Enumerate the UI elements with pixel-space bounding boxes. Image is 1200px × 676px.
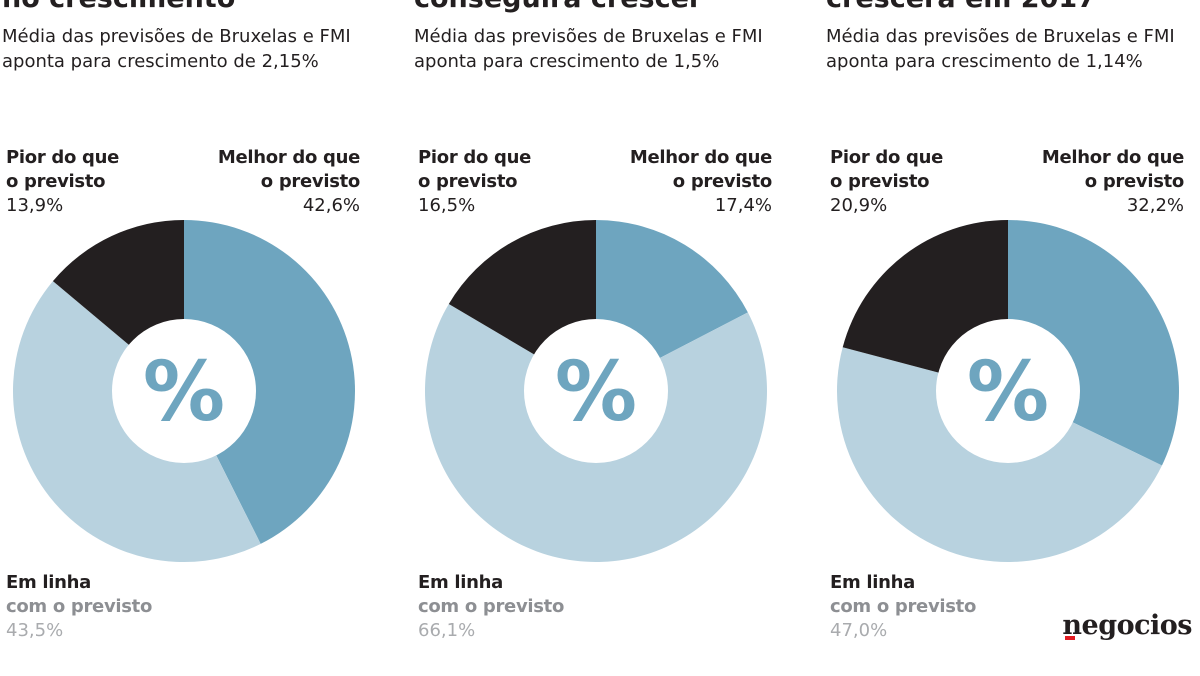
worse-value: 20,9% (830, 195, 888, 216)
inline-label-line1: Em linha (830, 572, 916, 593)
percent-symbol: % (143, 345, 225, 440)
better-value: 32,2% (1126, 195, 1184, 216)
donut-chart: % (836, 220, 1180, 563)
worse-value: 16,5% (418, 195, 476, 216)
worse-label-line1: Pior do que (830, 147, 943, 168)
inline-label: Em linha com o previsto 43,5% (6, 571, 152, 643)
donut-hole (936, 319, 1080, 463)
inline-value: 47,0% (830, 620, 888, 641)
inline-label-line1: Em linha (6, 572, 92, 593)
better-label: Melhor do que o previsto 17,4% (630, 146, 772, 218)
better-label: Melhor do que o previsto 32,2% (1042, 146, 1184, 218)
chart-subtitle: Média das previsões de Bruxelas e FMI ap… (2, 26, 351, 72)
better-label-line2: o previsto (1084, 171, 1185, 192)
better-label-line2: o previsto (672, 171, 773, 192)
better-label-line1: Melhor do que (629, 147, 772, 168)
better-label-line1: Melhor do que (1041, 147, 1184, 168)
donut-hole (112, 319, 256, 463)
percent-symbol: % (967, 345, 1049, 440)
slice-better (184, 220, 356, 544)
chart-panel-3: crescerá em 2017 Média das previsões de … (826, 0, 1200, 676)
donut-chart: % (424, 220, 767, 562)
donut-hole (524, 319, 668, 463)
percent-symbol: % (555, 345, 637, 440)
chart-panel-1: no crescimento Média das previsões de Br… (2, 0, 382, 676)
better-label: Melhor do que o previsto 42,6% (218, 146, 360, 218)
worse-value: 13,9% (6, 195, 64, 216)
inline-value: 43,5% (6, 620, 64, 641)
inline-label: Em linha com o previsto 66,1% (418, 571, 564, 643)
inline-label-line2: com o previsto (830, 596, 977, 617)
better-value: 42,6% (302, 195, 360, 216)
worse-label-line2: o previsto (6, 171, 106, 192)
chart-title: no crescimento (2, 0, 235, 14)
inline-label-line1: Em linha (418, 572, 504, 593)
better-label-line1: Melhor do que (217, 147, 360, 168)
chart-title: crescerá em 2017 (826, 0, 1096, 14)
worse-label: Pior do que o previsto 16,5% (418, 146, 531, 218)
inline-value: 66,1% (418, 620, 476, 641)
worse-label-line2: o previsto (418, 171, 518, 192)
worse-label: Pior do que o previsto 13,9% (6, 146, 119, 218)
worse-label-line1: Pior do que (6, 147, 119, 168)
better-value: 17,4% (714, 195, 772, 216)
worse-label: Pior do que o previsto 20,9% (830, 146, 943, 218)
negocios-logo: negocios (1062, 610, 1192, 641)
better-label-line2: o previsto (260, 171, 361, 192)
inline-label-line2: com o previsto (418, 596, 565, 617)
worse-label-line2: o previsto (830, 171, 930, 192)
worse-label-line1: Pior do que (418, 147, 531, 168)
donut-chart: % (12, 220, 356, 563)
chart-panel-2: conseguirá crescer Média das previsões d… (414, 0, 794, 676)
inline-label: Em linha com o previsto 47,0% (830, 571, 976, 643)
inline-label-line2: com o previsto (6, 596, 153, 617)
chart-subtitle: Média das previsões de Bruxelas e FMI ap… (414, 26, 763, 72)
chart-subtitle: Média das previsões de Bruxelas e FMI ap… (826, 26, 1175, 72)
logo-accent-mark (1065, 636, 1075, 640)
chart-title: conseguirá crescer (414, 0, 702, 14)
